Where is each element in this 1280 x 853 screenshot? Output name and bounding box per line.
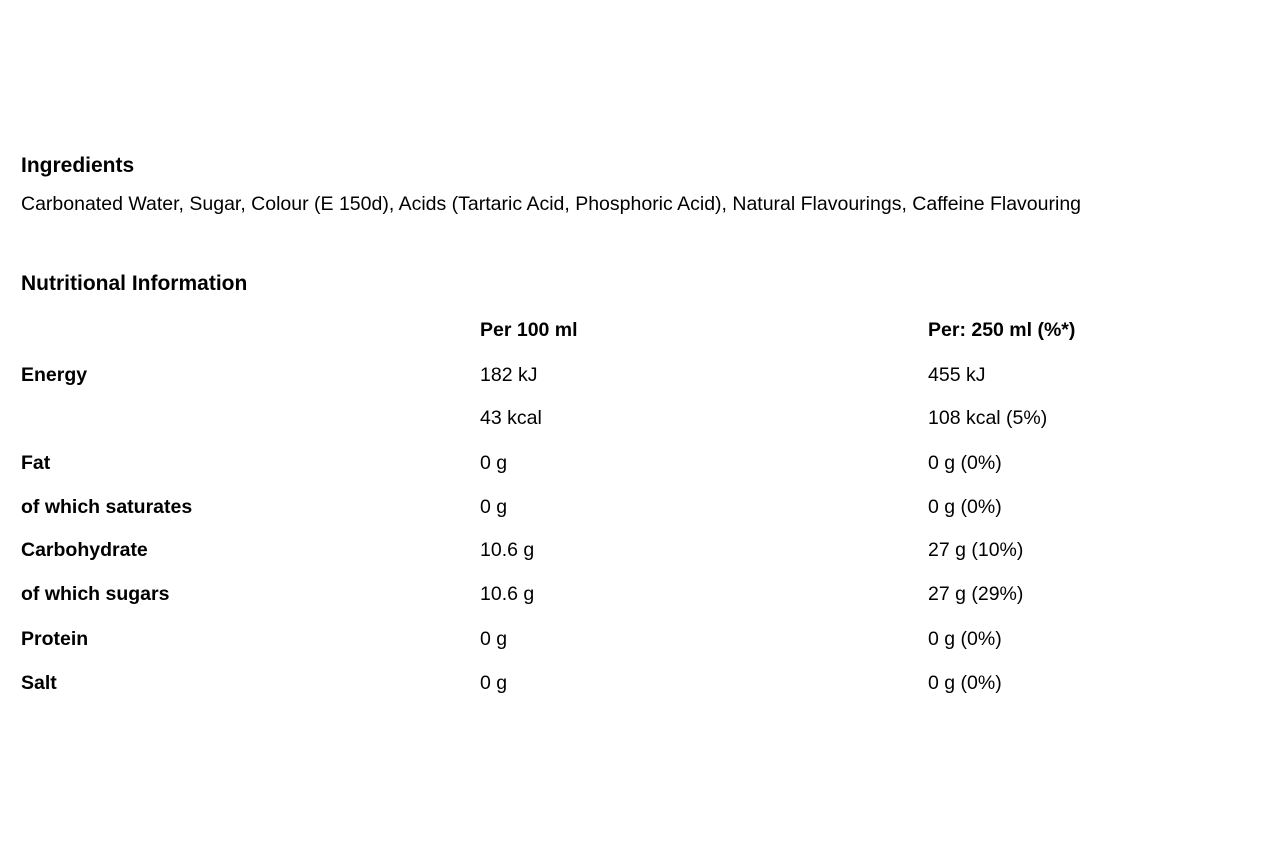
- per-100ml-value: 0 g: [480, 672, 508, 694]
- nutrient-label: of which saturates: [21, 496, 193, 518]
- per-100ml-value: 0 g: [480, 452, 508, 474]
- nutrient-label: Fat: [21, 452, 51, 474]
- nutrient-label: Salt: [21, 672, 57, 694]
- per-250ml-value: 0 g (0%): [928, 496, 1002, 518]
- per-250ml-value: 27 g (10%): [928, 539, 1024, 561]
- nutrient-label: Carbohydrate: [21, 539, 148, 561]
- per-100ml-value: 0 g: [480, 628, 508, 650]
- ingredients-heading: Ingredients: [21, 154, 135, 177]
- per-250ml-value: 0 g (0%): [928, 452, 1002, 474]
- per-100ml-value: 0 g: [480, 496, 508, 518]
- per-100ml-value: 182 kJ: [480, 364, 538, 386]
- per-250ml-value: 0 g (0%): [928, 672, 1002, 694]
- nutrition-heading: Nutritional Information: [21, 272, 248, 295]
- ingredients-text: Carbonated Water, Sugar, Colour (E 150d)…: [21, 193, 1082, 215]
- per-250ml-value: 0 g (0%): [928, 628, 1002, 650]
- per-100ml-value: 43 kcal: [480, 407, 542, 429]
- per-100ml-value: 10.6 g: [480, 539, 535, 561]
- nutrient-label: Energy: [21, 364, 88, 386]
- column-header-per-250ml: Per: 250 ml (%*): [928, 319, 1076, 341]
- column-header-per-100ml: Per 100 ml: [480, 319, 578, 341]
- per-250ml-value: 108 kcal (5%): [928, 407, 1048, 429]
- per-250ml-value: 27 g (29%): [928, 583, 1024, 605]
- per-100ml-value: 10.6 g: [480, 583, 535, 605]
- per-250ml-value: 455 kJ: [928, 364, 986, 386]
- nutrient-label: of which sugars: [21, 583, 170, 605]
- nutrient-label: Protein: [21, 628, 89, 650]
